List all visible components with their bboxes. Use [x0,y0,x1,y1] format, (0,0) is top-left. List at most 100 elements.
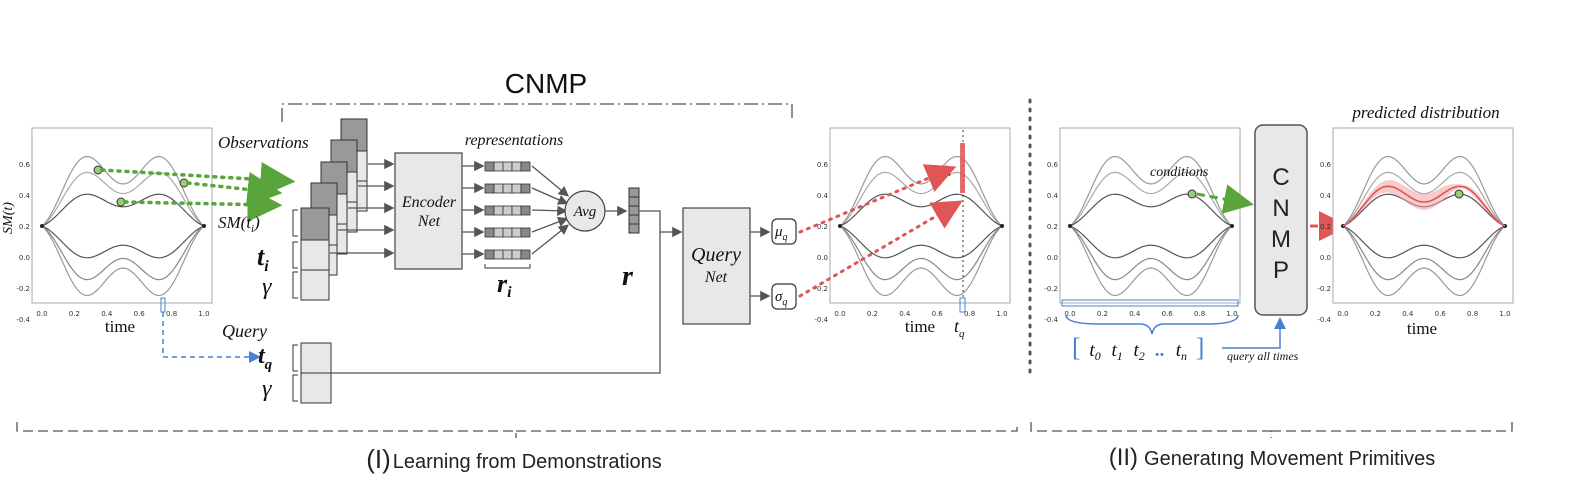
query-brace [292,344,298,402]
representation-cell [493,205,504,216]
y-tick-label: 0.4 [1047,192,1059,200]
predicted-distribution-plot: predicted distribution 0.0 0.2 0.4 0.6 0.8 1.… [1317,103,1514,338]
sigma-output [771,283,797,310]
y-tick-label: 0.6 [19,161,31,169]
mu-output-label: μq [774,224,788,243]
query-net-label: Query [691,244,741,266]
x-tick-label: 0.0 [1337,310,1348,318]
predicted-distribution-title: predicted distribution [1351,103,1499,122]
demo-curves [1341,155,1507,297]
sigma-output-label: σq [775,289,787,308]
demo-curve [839,225,1003,297]
x-tick-label: 1.0 [1226,310,1237,318]
y-tick-label: -0.4 [1044,316,1058,324]
representation-cell [511,249,522,260]
curve-endpoint [1000,224,1004,228]
query-gamma-label: γ [262,376,272,402]
representation-cell [520,183,531,194]
section2-bracket [1030,422,1513,438]
x-tick-label: 0.4 [1129,310,1141,318]
query-prediction-plot: 0.0 0.2 0.4 0.6 0.8 1.00.60.40.20.0-0.2-0.4 μ… [814,127,1011,340]
section1-bracket [16,422,1018,438]
query-net-label-2: Net [704,269,728,286]
demo-curve [1342,225,1506,297]
x-tick-label: 0.6 [932,310,944,318]
prediction-arrows [798,164,963,298]
plot-ticks: 0.0 0.2 0.4 0.6 0.8 1.0 0.6 0.4 0.2 0.0 -0.2 -0.4 [16,161,209,324]
query-input-stack [300,342,332,404]
y-tick-label: 0.0 [1047,254,1058,262]
times-brace [1065,314,1239,335]
ti-label: ti [257,242,269,275]
r-to-query-line [639,210,683,238]
demo-curve [41,225,205,259]
y-tick-label: 0.4 [1320,192,1332,200]
tq-label: tq [258,343,273,373]
query-time-marker [959,297,966,313]
curve-endpoint [1068,224,1072,228]
query-all-times-label: query all times [1227,349,1299,363]
representation-cell [511,227,522,238]
mu-output [771,218,797,245]
demo-curve [1069,193,1233,227]
cnmp-model-box [1254,124,1308,316]
observations-label: Observations [218,133,309,152]
x-tick-label: 0.4 [899,310,911,318]
y-tick-label: -0.2 [16,285,30,293]
representation-cell [511,183,522,194]
y-tick-label: 0.4 [19,192,31,200]
x-tick-label: 0.0 [36,310,47,318]
condition-point [1454,189,1464,199]
demo-curve [41,225,205,281]
representation-cell [484,249,495,260]
x-tick-label: 0.8 [964,310,975,318]
demo-curve [41,155,205,227]
predicted-mean-bar [960,143,965,193]
y-tick-label: 0.6 [817,161,829,169]
cnmp-bracket [281,103,793,122]
representation-cell [493,227,504,238]
representation-cell [502,249,513,260]
x-tick-label: 0.6 [1435,310,1447,318]
demo-curves [40,155,206,297]
curve-endpoint [202,224,206,228]
demo-curve [839,225,1003,259]
demo-curve [1342,171,1506,227]
curve-endpoint [1230,224,1234,228]
x-axis-label: time [105,317,135,336]
encoder-net-label: Encoder [401,194,457,211]
x-tick-label: 1.0 [1499,310,1510,318]
avg-label: Avg [573,204,597,220]
plot-ticks: 0.0 0.2 0.4 0.6 0.8 1.0 0.6 0.4 0.2 0.0 -0.2 -0.4 [814,161,1007,324]
demo-curve [1069,225,1233,297]
plot-ticks: 0.0 0.2 0.4 0.6 0.8 1.0 0.6 0.4 0.2 0.0 -0.2 -0.4 [1317,161,1510,324]
representation-cell [511,205,522,216]
demonstrations-plot: 0.0 0.2 0.4 0.6 0.8 1.0 0.6 0.4 0.2 0.0 -0.2 -0.4 S… [1,127,213,336]
demo-curve [1342,225,1506,259]
y-tick-label: 0.0 [19,254,30,262]
avg-input-arrows [531,165,570,255]
x-tick-label: 0.8 [1467,310,1478,318]
cnmp-letter: N [1272,195,1289,222]
y-tick-label: -0.4 [16,316,30,324]
x-tick-label: 0.8 [166,310,177,318]
y-tick-label: 0.2 [1320,223,1331,231]
tq-axis-label: tq [954,316,965,340]
y-tick-label: 0.2 [1047,223,1058,231]
x-tick-label: 0.2 [1097,310,1108,318]
diagram-title: CNMP [505,68,587,99]
encoder-net [394,152,463,270]
representation-cell [493,161,504,172]
representation-vectors [484,161,531,260]
representation-cell [520,227,531,238]
y-tick-label: 0.0 [817,254,828,262]
condition-point [1187,189,1197,199]
demo-curve [41,193,205,227]
y-tick-label: 0.2 [19,223,30,231]
cnmp-letter: P [1273,257,1289,284]
demo-curves [1068,155,1234,297]
y-tick-label: 0.2 [817,223,828,231]
representation-cell [502,205,513,216]
query-net [682,207,751,325]
